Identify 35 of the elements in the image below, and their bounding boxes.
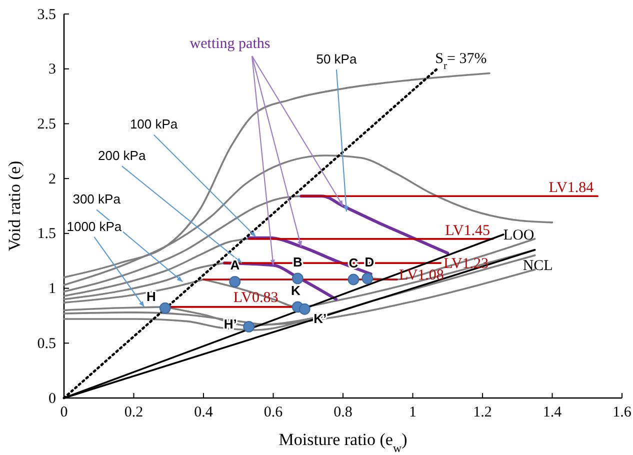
x-tick-label: 0.4	[194, 404, 214, 421]
x-tick-label: 0	[60, 404, 68, 421]
annotation: 300 kPa	[72, 192, 122, 207]
annotation: 50 kPa	[316, 51, 358, 66]
annotation: 100 kPa	[130, 116, 178, 132]
annotation: LV0.83	[233, 290, 278, 306]
x-tick-label: 1	[409, 404, 416, 421]
y-tick-label: 3.5	[37, 6, 56, 23]
y-axis-title: Void ratio (e)	[5, 160, 24, 252]
annotation: H’	[224, 316, 237, 332]
annotation: K	[290, 282, 301, 298]
y-tick-label: 0	[48, 390, 56, 407]
annotation: S$_{r}$= 37%	[435, 50, 487, 72]
annotation: wetting paths	[190, 36, 270, 52]
annotation: LV1.08	[399, 268, 444, 284]
x-tick-label: 1.4	[542, 404, 562, 421]
annotation: LV1.23	[444, 256, 489, 272]
annotation: NCL	[522, 258, 553, 274]
x-tick-label: 0.8	[334, 404, 352, 421]
y-tick-label: 0.5	[37, 336, 56, 352]
x-tick-label: 0.6	[264, 404, 284, 421]
annotation: LOO	[503, 228, 534, 244]
x-tick-label: 1.2	[473, 404, 492, 421]
annotation: H	[146, 289, 156, 304]
x-tick-label: 0.2	[124, 404, 144, 421]
y-tick-label: 1	[48, 281, 56, 298]
annotation: LV1.84	[548, 180, 594, 196]
y-tick-label: 1.5	[37, 226, 56, 242]
annotation: LV1.45	[445, 222, 490, 239]
y-tick-label: 2	[48, 171, 56, 188]
y-tick-label: 2.5	[37, 116, 56, 133]
x-axis-title: Moisture ratio (e$_{w}$)	[278, 430, 408, 455]
x-tick-label: 1.6	[612, 404, 632, 421]
annotation: 200 kPa	[98, 148, 146, 164]
y-tick-label: 3	[48, 62, 56, 78]
